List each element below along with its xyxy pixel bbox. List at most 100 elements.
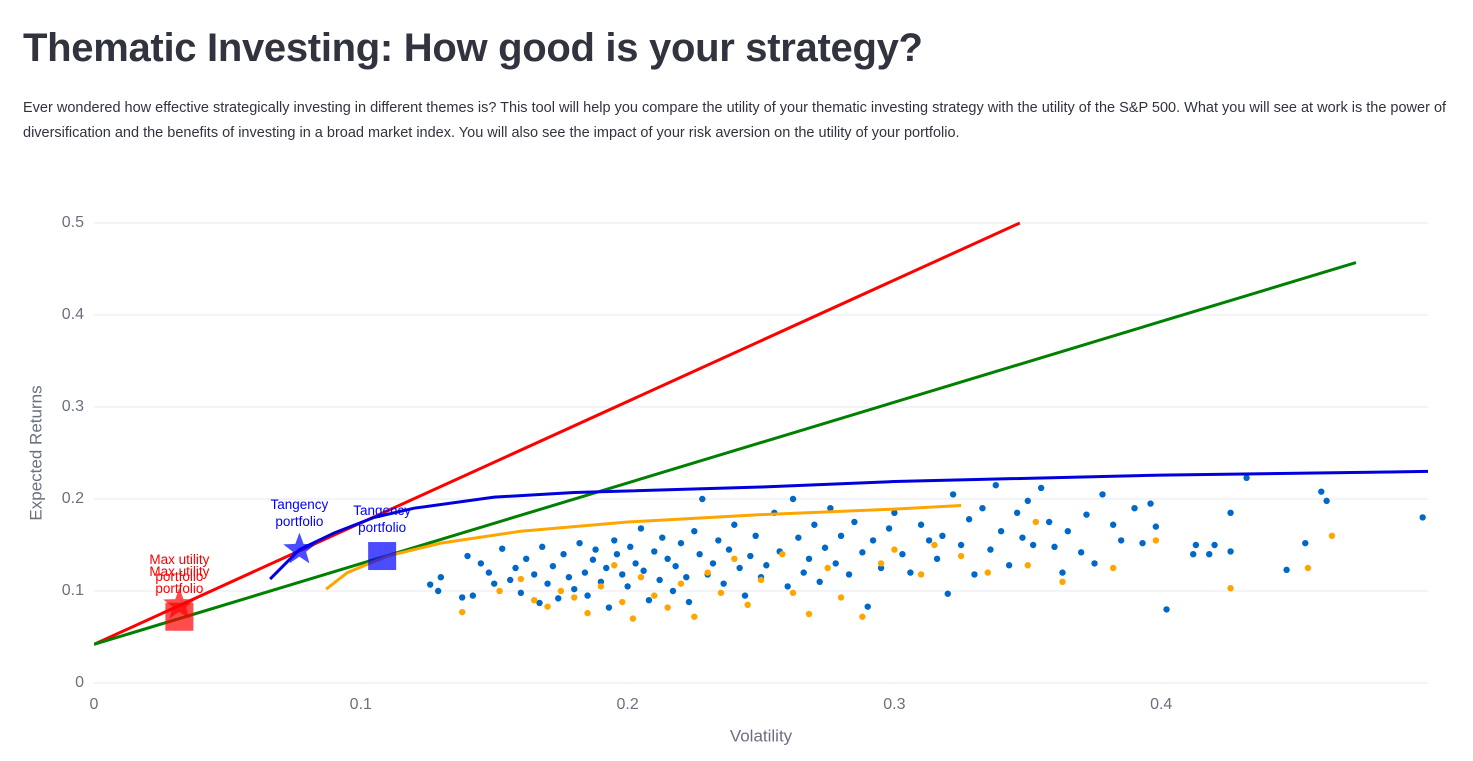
scatter-point bbox=[584, 609, 591, 617]
scatter-point bbox=[1091, 560, 1098, 567]
scatter-point bbox=[949, 491, 957, 498]
scatter-point bbox=[715, 537, 722, 544]
scatter-point bbox=[1077, 549, 1085, 556]
scatter-point bbox=[581, 569, 589, 576]
scatter-point bbox=[523, 555, 530, 562]
scatter-point bbox=[603, 564, 610, 572]
scatter-point bbox=[685, 598, 693, 606]
scatter-point bbox=[1024, 497, 1032, 505]
scatter-point bbox=[592, 546, 599, 553]
scatter-point bbox=[619, 598, 626, 606]
scatter-point bbox=[1032, 518, 1040, 526]
scatter-point bbox=[507, 576, 514, 584]
annotation: Tangency portfolio bbox=[270, 496, 329, 529]
scatter-point bbox=[917, 521, 925, 528]
scatter-point bbox=[891, 546, 898, 553]
scatter-point bbox=[789, 589, 797, 597]
frontier-line bbox=[269, 469, 1429, 581]
scatter-point bbox=[845, 571, 853, 578]
scatter-point bbox=[779, 551, 786, 558]
scatter-point bbox=[992, 482, 999, 489]
scatter-point bbox=[869, 537, 877, 544]
scatter-point bbox=[584, 592, 591, 599]
scatter-point bbox=[763, 562, 770, 569]
scatter-point bbox=[1419, 514, 1426, 521]
scatter-point bbox=[589, 556, 597, 563]
y-tick-label: 0.3 bbox=[62, 398, 84, 415]
scatter-point bbox=[672, 562, 679, 570]
scatter-point bbox=[939, 532, 946, 539]
scatter-point bbox=[536, 599, 543, 607]
scatter-point bbox=[877, 564, 885, 572]
scatter-point bbox=[736, 564, 743, 572]
scatter-point bbox=[784, 583, 791, 590]
scatter-point bbox=[1227, 548, 1234, 555]
scatter-point bbox=[885, 525, 893, 532]
scatter-point bbox=[1152, 537, 1160, 544]
scatter-point bbox=[464, 552, 471, 560]
scatter-point bbox=[651, 592, 658, 599]
scatter-point bbox=[925, 537, 933, 544]
frontier-line bbox=[94, 261, 1357, 646]
scatter-point bbox=[1045, 518, 1053, 526]
scatter-point bbox=[957, 552, 965, 560]
scatter-point bbox=[1029, 541, 1037, 549]
y-tick-label: 0 bbox=[75, 674, 84, 691]
scatter-point bbox=[709, 560, 717, 567]
y-tick-label: 0.2 bbox=[62, 490, 84, 507]
scatter-point bbox=[731, 555, 738, 562]
scatter-point bbox=[805, 555, 813, 562]
scatter-point bbox=[437, 574, 445, 581]
scatter-point bbox=[1211, 541, 1218, 549]
scatter-point bbox=[637, 525, 645, 532]
scatter-point bbox=[933, 555, 941, 562]
scatter-point bbox=[832, 560, 839, 567]
scatter-point bbox=[984, 569, 991, 576]
scatter-point bbox=[1139, 539, 1146, 547]
scatter-point bbox=[632, 560, 639, 567]
scatter-point bbox=[1109, 521, 1117, 528]
scatter-point bbox=[640, 567, 647, 574]
scatter-point bbox=[555, 595, 562, 602]
page-description: Ever wondered how effective strategicall… bbox=[23, 100, 1447, 141]
scatter-point bbox=[725, 546, 733, 553]
scatter-point bbox=[549, 562, 557, 570]
y-tick-label: 0.5 bbox=[62, 214, 84, 231]
scatter-point bbox=[597, 578, 605, 585]
x-tick-label: 0.1 bbox=[350, 696, 372, 713]
scatter-point bbox=[611, 562, 618, 569]
scatter-point bbox=[1243, 474, 1250, 482]
scatter-point bbox=[1152, 523, 1160, 530]
scatter-point bbox=[664, 604, 671, 611]
x-tick-label: 0.3 bbox=[883, 696, 905, 713]
scatter-point bbox=[597, 583, 605, 590]
annotation: Tangency portfolio bbox=[353, 503, 412, 536]
annotation-box: Tangency portfolio bbox=[254, 490, 344, 530]
scatter-point bbox=[517, 589, 525, 597]
scatter-point bbox=[645, 597, 653, 604]
scatter-point bbox=[816, 578, 823, 585]
scatter-point bbox=[907, 569, 914, 576]
scatter-point bbox=[811, 521, 818, 528]
scatter-point bbox=[477, 560, 485, 567]
annotation-wrap: Tangency portfolio bbox=[254, 490, 344, 530]
scatter-point bbox=[458, 594, 466, 601]
scatter-point bbox=[1192, 541, 1200, 549]
scatter-point bbox=[624, 583, 631, 590]
scatter-point bbox=[426, 581, 434, 588]
scatter-point bbox=[560, 551, 567, 558]
scatter-point bbox=[539, 543, 546, 551]
scatter-point bbox=[1019, 534, 1026, 541]
scatter-point bbox=[997, 528, 1005, 535]
frontier-line bbox=[325, 503, 962, 591]
scatter-point bbox=[971, 571, 978, 578]
scatter-point bbox=[851, 518, 858, 526]
annotation-wrap: Max utility portfolio bbox=[134, 545, 224, 585]
scatter-point bbox=[741, 592, 749, 599]
scatter-point bbox=[531, 597, 538, 604]
scatter-point bbox=[637, 574, 645, 581]
scatter-point bbox=[1190, 551, 1197, 558]
scatter-point bbox=[677, 580, 685, 587]
